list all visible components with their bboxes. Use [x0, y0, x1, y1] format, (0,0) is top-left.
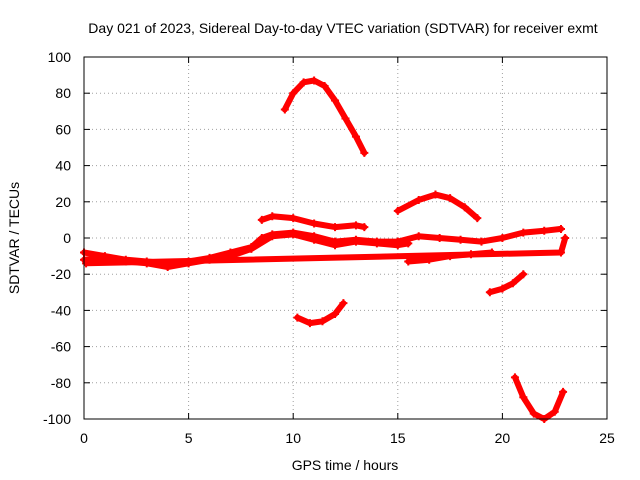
data-point: [331, 223, 340, 232]
data-point: [268, 232, 277, 241]
data-point: [404, 239, 413, 248]
data-point: [331, 96, 340, 105]
y-tick-label: -80: [51, 375, 71, 391]
data-point: [339, 299, 348, 308]
series-line: [258, 213, 368, 231]
data-point: [305, 319, 314, 328]
y-tick-labels: -100 -80 -60 -40 -20 0 20 40 60 80 100: [43, 49, 71, 427]
y-tick-label: 20: [55, 194, 71, 210]
data-point: [561, 234, 570, 242]
data-point: [372, 239, 381, 248]
x-tick-label: 15: [390, 430, 406, 446]
y-tick-label: 60: [55, 121, 71, 137]
data-point: [393, 241, 402, 250]
data-point: [431, 190, 440, 199]
data-point: [318, 317, 327, 326]
series-arc-neg-45: [293, 299, 348, 328]
x-tick-labels: 0 5 10 15 20 25: [80, 430, 615, 446]
y-tick-label: 100: [48, 49, 72, 65]
x-tick-label: 10: [285, 430, 301, 446]
data-point: [460, 203, 469, 212]
series-arc-upper-left-hump: [257, 212, 369, 232]
data-point: [268, 212, 277, 221]
data-point: [456, 235, 465, 244]
data-point: [519, 270, 528, 279]
x-tick-label: 20: [495, 430, 511, 446]
y-tick-label: 80: [55, 85, 71, 101]
data-point: [299, 78, 308, 87]
data-point: [498, 234, 507, 242]
series-arc-neg-28: [485, 270, 528, 297]
data-point: [529, 409, 538, 418]
chart-title: Day 021 of 2023, Sidereal Day-to-day VTE…: [88, 20, 597, 36]
plot-frame: [83, 56, 608, 420]
data-points: [80, 76, 570, 423]
data-point: [498, 284, 507, 293]
data-point: [257, 215, 266, 224]
data-point: [360, 148, 369, 157]
data-point: [351, 132, 360, 141]
data-point: [435, 234, 444, 242]
series-line: [281, 77, 368, 156]
y-tick-label: -20: [51, 266, 71, 282]
series-line: [512, 374, 567, 422]
data-point: [473, 214, 482, 223]
data-point: [556, 248, 565, 257]
y-tick-label: 40: [55, 158, 71, 174]
data-point: [519, 393, 528, 402]
data-point: [331, 310, 340, 319]
series-arc-high: [280, 76, 369, 157]
data-point: [310, 235, 319, 244]
data-point: [82, 259, 91, 268]
data-point: [393, 206, 402, 215]
data-point: [341, 114, 350, 123]
data-point: [477, 237, 486, 246]
series-line: [486, 271, 527, 296]
data-point: [360, 223, 369, 232]
data-point: [289, 230, 298, 239]
data-point: [310, 76, 319, 85]
data-point: [351, 221, 360, 230]
data-point: [289, 214, 298, 223]
data-point: [550, 407, 559, 416]
data-point: [320, 81, 329, 90]
data-point: [559, 387, 568, 396]
y-axis-label: SDTVAR / TECUs: [6, 182, 22, 294]
data-point: [414, 232, 423, 241]
data-point: [247, 244, 256, 253]
data-point: [485, 288, 494, 297]
y-tick-label: 0: [63, 230, 71, 246]
y-tick-label: -60: [51, 339, 71, 355]
series-outliers: [82, 234, 570, 268]
data-point: [293, 313, 302, 322]
series-arc-mid-right: [393, 190, 482, 223]
series-line: [394, 191, 481, 222]
series-arc-deep: [510, 373, 568, 423]
y-tick-label: -100: [43, 411, 71, 427]
data-point: [351, 237, 360, 246]
data-point: [556, 224, 565, 233]
data-point: [331, 241, 340, 250]
data-point: [446, 194, 455, 203]
data-point: [508, 279, 517, 288]
x-tick-label: 5: [185, 430, 193, 446]
data-point: [414, 195, 423, 204]
data-point: [289, 89, 298, 98]
y-tick-label: -40: [51, 302, 71, 318]
data-point: [310, 219, 319, 228]
data-point: [519, 228, 528, 237]
x-tick-label: 0: [80, 430, 88, 446]
data-point: [510, 373, 519, 382]
data-point: [540, 226, 549, 235]
data-point: [280, 105, 289, 114]
x-tick-label: 25: [599, 430, 615, 446]
x-axis-label: GPS time / hours: [292, 457, 399, 473]
